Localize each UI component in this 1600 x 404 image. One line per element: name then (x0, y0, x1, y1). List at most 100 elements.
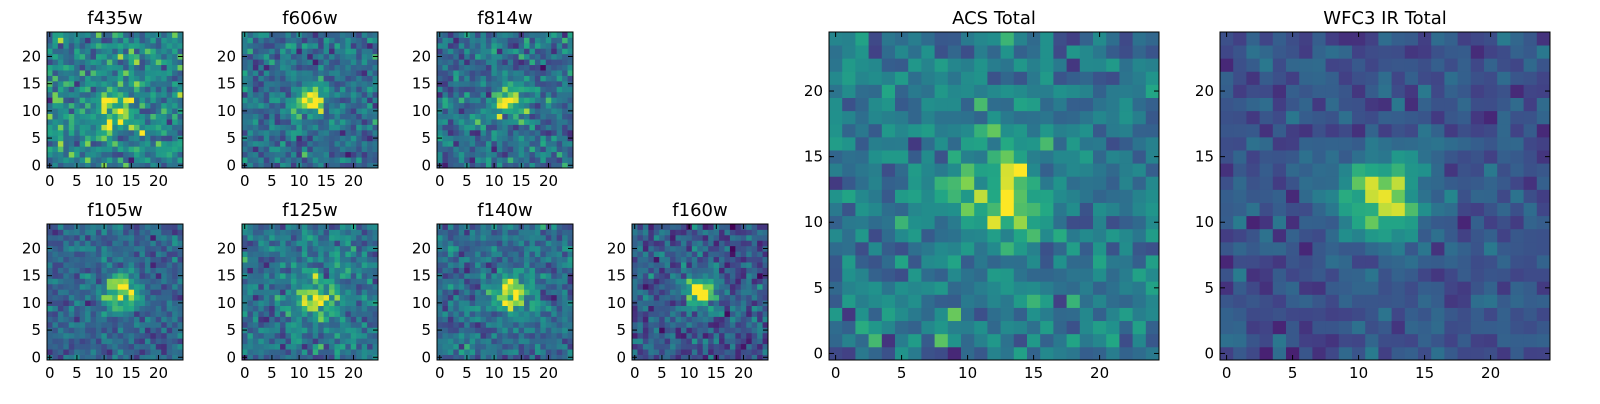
heatmap-cell (453, 48, 459, 54)
heatmap-cell (172, 338, 178, 344)
heatmap-cell (869, 176, 883, 190)
heatmap-cell (551, 114, 557, 120)
heatmap-cell (654, 224, 660, 230)
heatmap-cell (935, 163, 949, 177)
heatmap-cell (334, 65, 340, 71)
heatmap-cell (481, 349, 487, 355)
heatmap-cell (172, 81, 178, 87)
heatmap-cell (921, 163, 935, 177)
heatmap-cell (1053, 268, 1067, 282)
heatmap-cell (345, 70, 351, 76)
heatmap-cell (632, 235, 638, 241)
heatmap-cell (172, 349, 178, 355)
heatmap-cell (167, 119, 173, 125)
heatmap-cell (442, 65, 448, 71)
heatmap-cell (362, 322, 368, 328)
heatmap-cell (367, 246, 373, 252)
heatmap-cell (551, 246, 557, 252)
heatmap-cell (280, 81, 286, 87)
heatmap-cell (280, 37, 286, 43)
heatmap-cell (546, 97, 552, 103)
heatmap-cell (746, 257, 752, 263)
heatmap-cell (1053, 216, 1067, 230)
heatmap-cell (362, 37, 368, 43)
heatmap-cell (1146, 176, 1160, 190)
heatmap-cell (123, 240, 129, 246)
heatmap-cell (107, 300, 113, 306)
heatmap-cell (442, 235, 448, 241)
heatmap-cell (161, 103, 167, 109)
heatmap-cell (497, 306, 503, 312)
heatmap-cell (752, 240, 758, 246)
heatmap-cell (757, 240, 763, 246)
heatmap-cell (540, 251, 546, 257)
heatmap-cell (145, 114, 151, 120)
heatmap-cell (692, 268, 698, 274)
heatmap-cell (562, 65, 568, 71)
heatmap-cell (145, 262, 151, 268)
heatmap-cell (101, 114, 107, 120)
heatmap-cell (107, 124, 113, 130)
heatmap-cell (145, 97, 151, 103)
heatmap-cell (167, 108, 173, 114)
heatmap-cell (286, 322, 292, 328)
heatmap-cell (172, 152, 178, 158)
heatmap-cell (69, 344, 75, 350)
heatmap-cell (502, 48, 508, 54)
heatmap-cell (296, 65, 302, 71)
heatmap-cell (318, 59, 324, 65)
heatmap-cell (1133, 189, 1147, 203)
heatmap-cell (643, 229, 649, 235)
heatmap-cell (107, 235, 113, 241)
heatmap-cell (318, 37, 324, 43)
heatmap-cell (296, 92, 302, 98)
heatmap-cell (112, 124, 118, 130)
heatmap-cell (1080, 334, 1094, 348)
heatmap-cell (329, 114, 335, 120)
heatmap-cell (307, 257, 313, 263)
heatmap-cell (535, 327, 541, 333)
heatmap-cell (167, 306, 173, 312)
heatmap-cell (52, 240, 58, 246)
heatmap-cell (1001, 347, 1015, 361)
heatmap-cell (1119, 268, 1133, 282)
heatmap-cell (529, 289, 535, 295)
heatmap-cell (156, 76, 162, 82)
heatmap-cell (692, 251, 698, 257)
heatmap-cell (535, 103, 541, 109)
heatmap-cell (313, 59, 319, 65)
heatmap-cell (665, 289, 671, 295)
heatmap-cell (139, 295, 145, 301)
heatmap-cell (735, 333, 741, 339)
heatmap-cell (107, 240, 113, 246)
heatmap-cell (324, 43, 330, 49)
heatmap-cell (286, 306, 292, 312)
heatmap-cell (481, 130, 487, 136)
heatmap-cell (96, 152, 102, 158)
heatmap-cell (842, 176, 856, 190)
heatmap-cell (724, 284, 730, 290)
heatmap-cell (1040, 255, 1054, 269)
heatmap-cell (829, 308, 843, 322)
heatmap-cell (686, 344, 692, 350)
heatmap-cell (524, 141, 530, 147)
heatmap-cell (486, 246, 492, 252)
heatmap-cell (464, 97, 470, 103)
heatmap-cell (676, 344, 682, 350)
heatmap-cell (961, 308, 975, 322)
heatmap-cell (540, 322, 546, 328)
heatmap-cell (535, 65, 541, 71)
heatmap-cell (557, 70, 563, 76)
heatmap-cell (643, 333, 649, 339)
heatmap-cell (1040, 216, 1054, 230)
heatmap-cell (697, 229, 703, 235)
heatmap-cell (703, 295, 709, 301)
heatmap-cell (508, 284, 514, 290)
heatmap-cell (275, 130, 281, 136)
x-tick-label: 15 (512, 364, 531, 382)
heatmap-cell (1106, 281, 1120, 295)
heatmap-cell (453, 262, 459, 268)
heatmap-cell (535, 322, 541, 328)
heatmap-cell (324, 119, 330, 125)
heatmap-cell (508, 37, 514, 43)
